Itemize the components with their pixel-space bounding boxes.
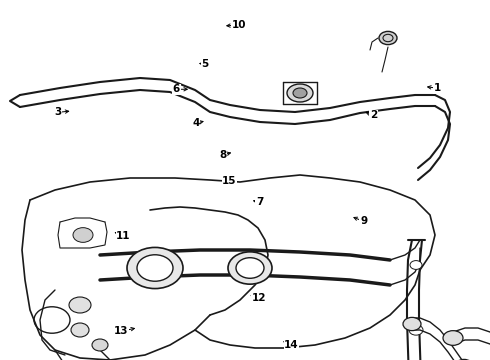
Text: 7: 7 — [256, 197, 264, 207]
Text: 4: 4 — [192, 118, 200, 128]
Ellipse shape — [71, 323, 89, 337]
Text: 10: 10 — [232, 20, 246, 30]
Text: 1: 1 — [434, 83, 441, 93]
Ellipse shape — [69, 297, 91, 313]
Text: 2: 2 — [370, 110, 377, 120]
Ellipse shape — [287, 84, 313, 102]
Circle shape — [410, 261, 422, 269]
Circle shape — [379, 31, 397, 45]
Circle shape — [228, 252, 272, 284]
Text: 9: 9 — [360, 216, 367, 226]
Text: 3: 3 — [54, 107, 61, 117]
Text: 15: 15 — [222, 176, 237, 186]
Ellipse shape — [92, 339, 108, 351]
Text: 6: 6 — [173, 84, 180, 94]
Text: 5: 5 — [201, 59, 208, 69]
Text: 13: 13 — [114, 326, 129, 336]
Circle shape — [409, 325, 423, 335]
Text: 8: 8 — [220, 150, 226, 160]
Circle shape — [455, 359, 473, 360]
Text: 11: 11 — [116, 231, 131, 241]
Circle shape — [137, 255, 173, 281]
Circle shape — [403, 318, 421, 330]
Text: 14: 14 — [284, 340, 299, 350]
Text: 12: 12 — [251, 293, 266, 303]
Circle shape — [236, 258, 264, 278]
Circle shape — [127, 247, 183, 289]
Circle shape — [73, 228, 93, 242]
Circle shape — [443, 330, 463, 345]
Ellipse shape — [293, 88, 307, 98]
